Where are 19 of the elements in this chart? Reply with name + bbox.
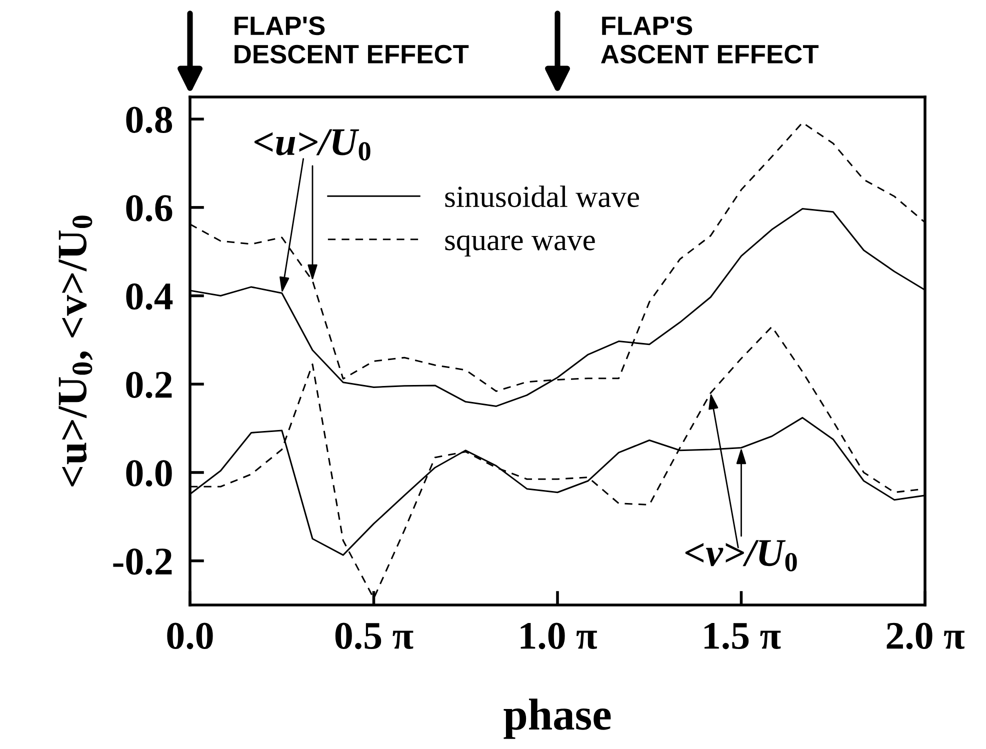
x-axis-title: phase [504,698,611,739]
y-tick-label: 0.2 [126,372,172,398]
legend-label: square wave [445,235,595,257]
y-tick-label: 0.0 [126,460,172,487]
y-axis-title: <u>/U$_{0}$, <v>/U$_{0}$ [58,216,93,486]
x-tick-label: 1.5 π [704,622,781,650]
annotation: <u>/U$_{0}$ [254,129,370,161]
y-tick-label: 0.8 [126,106,172,134]
annotation: <v>/U$_{0}$ [685,540,797,572]
y-tick-label: 0.4 [126,283,173,310]
x-tick-label: 1.0 π [520,622,597,650]
x-tick-label: 0.5 π [335,622,414,650]
text: FLAP'S ASCENT EFFECT [601,16,819,64]
y-tick-label: -0.2 [113,548,172,575]
legend-label: sinusoidal wave [445,186,640,208]
text: FLAP'S DESCENT EFFECT [234,16,469,64]
x-tick-label: 0.0 [167,622,213,650]
y-tick-label: 0.6 [126,195,172,222]
x-tick-label: 2.0 π [886,622,964,650]
